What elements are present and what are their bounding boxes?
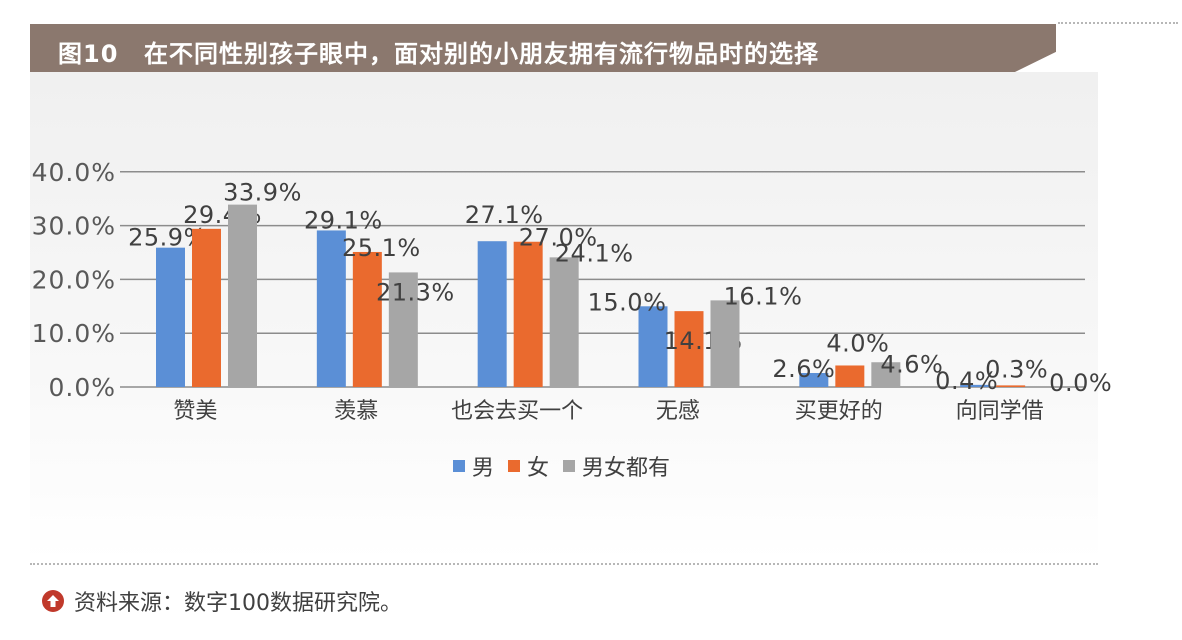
y-tick-label: 20.0%	[32, 265, 116, 294]
legend-swatch-male	[453, 460, 465, 472]
source-text: 数字100数据研究院。	[184, 591, 403, 616]
legend-item-female: 女	[508, 450, 549, 482]
bar	[996, 385, 1026, 387]
data-label: 27.1%	[465, 201, 544, 229]
data-label: 0.0%	[1049, 369, 1112, 397]
bottom-dotted-divider	[30, 563, 1098, 565]
x-category-label: 也会去买一个	[451, 399, 583, 424]
bar	[228, 204, 257, 387]
source-label: 资料来源：	[74, 591, 185, 616]
x-category-label: 向同学借	[956, 399, 1044, 424]
bar	[638, 306, 668, 387]
y-tick-label: 10.0%	[32, 319, 116, 348]
legend-swatch-female	[508, 460, 521, 472]
bar	[871, 362, 901, 387]
figure-title: 在不同性别孩子眼中，面对别的小朋友拥有流行物品时的选择	[144, 40, 819, 68]
bar	[549, 257, 579, 387]
x-category-label: 买更好的	[795, 399, 883, 424]
bar	[352, 251, 382, 387]
y-tick-label: 0.0%	[48, 373, 116, 402]
legend-label-both: 男女都有	[582, 456, 671, 481]
data-label: 27.0%	[519, 224, 598, 252]
source-note: 资料来源： 数字100数据研究院。	[42, 585, 402, 617]
data-label: 0.3%	[985, 355, 1048, 383]
data-label: 0.4%	[935, 367, 998, 395]
data-label: 21.3%	[376, 278, 455, 306]
data-label: 4.6%	[880, 350, 943, 378]
legend-swatch-both	[563, 460, 576, 472]
legend-item-both: 男女都有	[563, 450, 670, 482]
bar	[388, 272, 418, 387]
data-label: 29.1%	[304, 206, 383, 234]
bar	[156, 247, 185, 387]
y-tick-label: 40.0%	[32, 158, 116, 187]
bar	[513, 241, 543, 387]
data-label: 16.1%	[724, 282, 803, 310]
legend-label-male: 男	[472, 456, 495, 481]
bar	[710, 300, 740, 387]
figure-title-bar: 图10 在不同性别孩子眼中，面对别的小朋友拥有流行物品时的选择	[30, 24, 1056, 72]
bar	[674, 311, 704, 387]
bar	[835, 365, 865, 387]
x-category-label: 赞美	[173, 399, 217, 424]
data-label: 2.6%	[772, 355, 835, 383]
legend-label-female: 女	[527, 456, 550, 481]
legend-item-male: 男	[453, 450, 494, 482]
bar	[192, 228, 221, 387]
data-label: 25.1%	[342, 234, 421, 262]
up-arrow-icon	[42, 590, 64, 612]
x-category-label: 无感	[656, 399, 700, 424]
figure-number: 图10	[58, 40, 119, 68]
bar	[477, 241, 507, 387]
chart-legend: 男 女 男女都有	[453, 450, 670, 482]
x-category-label: 羡慕	[334, 399, 378, 424]
y-tick-label: 30.0%	[32, 212, 116, 241]
bar	[799, 373, 829, 387]
data-label: 24.1%	[555, 239, 634, 267]
data-label: 33.9%	[223, 179, 302, 207]
bar	[316, 230, 346, 387]
bar	[960, 384, 990, 387]
top-dotted-divider	[1058, 22, 1178, 24]
data-label: 15.0%	[588, 288, 667, 316]
data-label: 4.0%	[826, 329, 889, 357]
